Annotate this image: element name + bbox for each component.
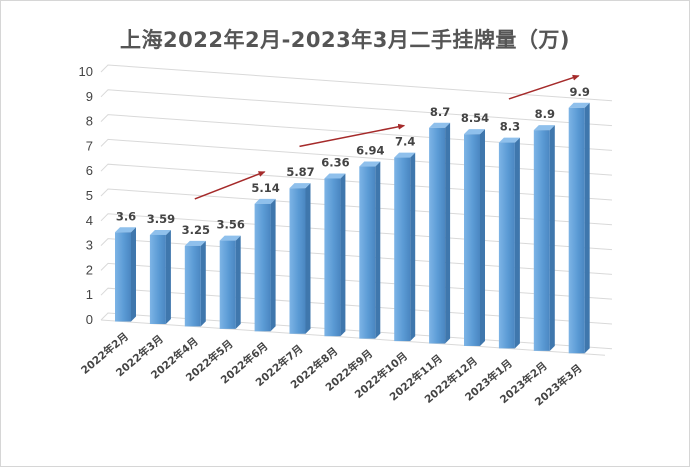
data-label: 6.94 (356, 144, 384, 158)
bar-side (445, 122, 451, 344)
data-label: 3.25 (182, 223, 210, 237)
bar-top (184, 240, 206, 246)
bar (429, 122, 451, 344)
bar-front (394, 157, 411, 342)
bar-front (254, 203, 271, 332)
bar-top (533, 125, 555, 131)
bar-side (270, 198, 276, 332)
data-labels: 3.6 3.59 3.25 3.56 5.14 5.87 6.36 6.94 7.4 8.7 8.5… (116, 85, 590, 237)
bar (394, 152, 416, 342)
y-tick-label: 6 (86, 163, 93, 178)
data-label: 8.7 (430, 105, 450, 119)
bar (568, 102, 590, 354)
bar-side (305, 183, 311, 334)
data-label: 5.87 (286, 165, 314, 179)
y-tick-label: 2 (86, 262, 93, 277)
bar (254, 198, 276, 332)
bar (289, 183, 311, 334)
bar (464, 129, 485, 346)
bar-top (149, 229, 171, 235)
bar-front (184, 245, 201, 327)
y-tick-label: 9 (86, 89, 93, 104)
bar-side (480, 129, 485, 346)
bar-front (115, 232, 131, 322)
bar-side (375, 161, 381, 339)
bar-front (149, 234, 166, 324)
trend-arrow (299, 123, 406, 148)
bars (115, 102, 590, 354)
trend-arrows (194, 74, 580, 200)
bar-side (410, 152, 416, 342)
bar-top (568, 102, 590, 108)
data-label: 9.9 (570, 85, 590, 99)
y-tick-label: 10 (79, 64, 93, 79)
y-tick-label: 3 (86, 238, 93, 253)
bar (498, 137, 520, 349)
bar-top (464, 129, 485, 135)
chart-title: 上海2022年2月-2023年3月二手挂牌量（万) (120, 28, 570, 52)
bar-top (289, 183, 311, 189)
bar-front (429, 127, 446, 344)
bar-side (235, 235, 241, 329)
bar-top (429, 122, 451, 128)
bar-front (289, 188, 306, 334)
bar-side (131, 227, 136, 322)
bar-side (200, 240, 206, 327)
bar-front (219, 240, 236, 329)
bar (324, 173, 346, 337)
bar-side (549, 125, 555, 351)
bar-side (165, 229, 171, 324)
bar (149, 229, 171, 324)
bar-front (533, 130, 550, 351)
bar-front (359, 166, 376, 339)
data-label: 6.36 (321, 155, 349, 169)
bar-front (324, 178, 341, 337)
data-label: 8.54 (461, 111, 489, 125)
data-label: 7.4 (395, 135, 415, 149)
data-label: 3.56 (217, 218, 245, 232)
gridline (100, 89, 613, 127)
bar-side (584, 102, 590, 354)
data-label: 8.3 (500, 120, 520, 134)
data-label: 8.9 (535, 107, 555, 121)
gridline (100, 64, 613, 102)
bar (359, 161, 381, 339)
bar (115, 227, 136, 322)
y-tick-label: 8 (86, 114, 93, 129)
bar-top (115, 227, 136, 233)
bar-top (324, 173, 346, 179)
bar-top (359, 161, 381, 167)
bar (533, 125, 555, 351)
bar-front (568, 107, 585, 354)
data-label: 3.59 (147, 212, 175, 226)
bar-top (394, 152, 416, 158)
trend-arrow (194, 171, 266, 200)
y-tick-label: 4 (86, 213, 93, 228)
y-tick-label: 5 (86, 188, 93, 203)
bar (184, 240, 206, 327)
data-label: 5.14 (251, 181, 279, 195)
data-label: 3.6 (116, 209, 136, 223)
bar-front (498, 142, 515, 349)
y-tick-label: 0 (86, 312, 93, 327)
y-axis: 0 1 2 3 4 5 6 7 8 9 10 (79, 64, 93, 327)
bar-side (340, 173, 346, 337)
bar (219, 235, 241, 329)
y-tick-label: 7 (86, 138, 93, 153)
bar-top (219, 235, 241, 241)
bar-front (464, 134, 480, 346)
y-tick-label: 1 (86, 287, 93, 302)
trend-arrow (508, 74, 580, 100)
bar-top (254, 198, 276, 204)
bar-top (498, 137, 520, 143)
bar-side (514, 137, 520, 349)
